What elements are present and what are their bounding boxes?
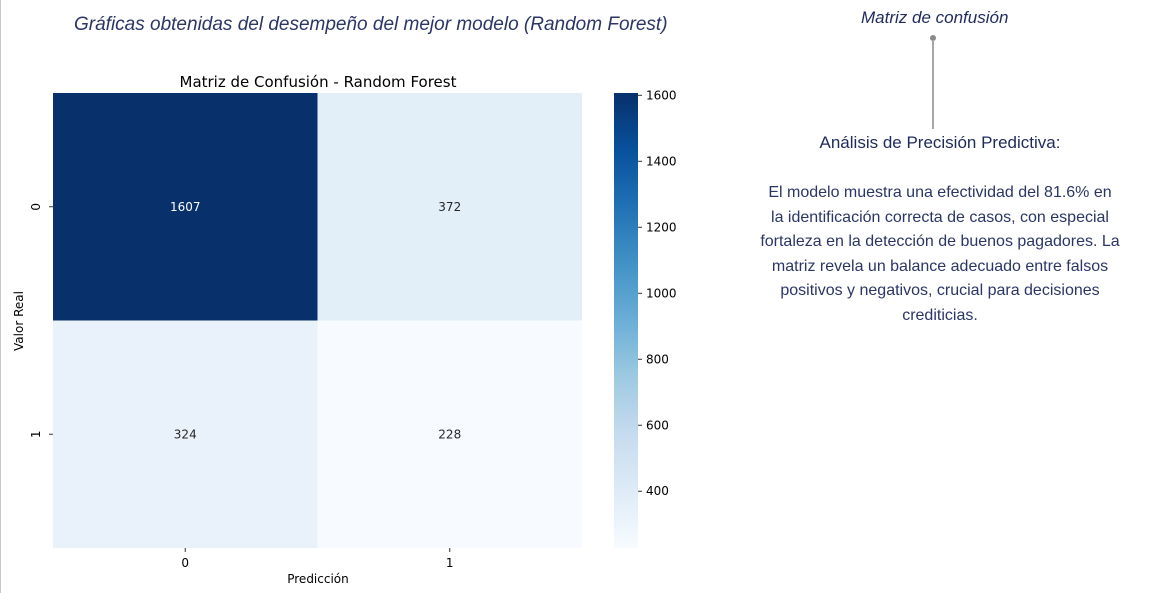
x-tick-label: 0	[181, 556, 189, 570]
cell-label-0-0: 1607	[170, 200, 201, 214]
chart-title: Matriz de Confusión - Random Forest	[180, 73, 457, 91]
colorbar-tick-label: 600	[646, 418, 669, 432]
side-heading: Matriz de confusión	[861, 8, 1009, 27]
y-tick-label: 1	[29, 430, 43, 438]
y-axis-label: Valor Real	[12, 291, 26, 351]
heatmap-cell-0-1	[317, 93, 582, 321]
colorbar-tick-label: 1200	[646, 220, 677, 234]
colorbar-tick-label: 400	[646, 484, 669, 498]
colorbar-tick-label: 800	[646, 352, 669, 366]
slide-subtitle: Gráficas obtenidas del desempeño del mej…	[74, 14, 668, 35]
x-tick-label: 1	[446, 556, 454, 570]
connector-line	[932, 40, 934, 129]
colorbar-tick-label: 1400	[646, 154, 677, 168]
colorbar-tick-label: 1000	[646, 286, 677, 300]
cell-label-1-1: 228	[438, 427, 461, 441]
heatmap-cell-1-0	[53, 320, 318, 548]
connector-dot	[930, 35, 936, 41]
left-border	[0, 0, 1, 593]
heatmap-cell-1-1	[317, 320, 582, 548]
heatmap-cell-0-0	[53, 93, 318, 321]
analysis-body: El modelo muestra una efectividad del 81…	[760, 184, 1120, 324]
colorbar	[614, 93, 638, 548]
cell-label-0-1: 372	[438, 200, 461, 214]
colorbar-tick-label: 1600	[646, 88, 677, 102]
y-tick-label: 0	[29, 203, 43, 211]
cell-label-1-0: 324	[174, 427, 197, 441]
x-axis-label: Predicción	[287, 572, 349, 586]
analysis-title: Análisis de Precisión Predictiva:	[819, 133, 1061, 152]
